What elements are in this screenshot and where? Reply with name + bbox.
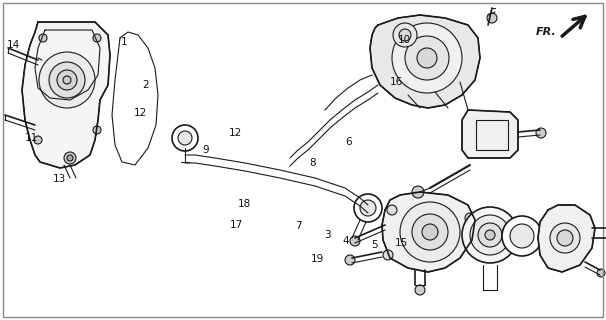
Circle shape	[393, 23, 417, 47]
Polygon shape	[462, 110, 518, 158]
Circle shape	[93, 126, 101, 134]
Circle shape	[536, 128, 546, 138]
Text: 11: 11	[25, 132, 38, 143]
Circle shape	[405, 36, 449, 80]
Circle shape	[34, 136, 42, 144]
Circle shape	[462, 207, 518, 263]
Text: 4: 4	[342, 236, 348, 246]
Circle shape	[172, 125, 198, 151]
Circle shape	[412, 214, 448, 250]
Circle shape	[178, 131, 192, 145]
Circle shape	[49, 62, 85, 98]
Circle shape	[415, 285, 425, 295]
Text: 9: 9	[203, 145, 209, 156]
Circle shape	[465, 213, 475, 223]
Text: 1: 1	[121, 36, 127, 47]
Text: 3: 3	[324, 230, 330, 240]
Text: 5: 5	[371, 240, 378, 250]
Polygon shape	[538, 205, 595, 272]
Text: 17: 17	[230, 220, 243, 230]
Text: 18: 18	[238, 199, 251, 209]
Text: 8: 8	[309, 158, 315, 168]
Text: 15: 15	[395, 238, 408, 248]
Circle shape	[354, 194, 382, 222]
Text: 12: 12	[228, 128, 242, 138]
Text: FR.: FR.	[536, 27, 557, 37]
Circle shape	[387, 205, 397, 215]
Circle shape	[400, 202, 460, 262]
Text: 16: 16	[390, 76, 403, 87]
Circle shape	[392, 23, 462, 93]
Text: 19: 19	[311, 254, 324, 264]
Circle shape	[64, 152, 76, 164]
Circle shape	[422, 224, 438, 240]
Text: 10: 10	[398, 35, 411, 45]
Circle shape	[417, 48, 437, 68]
Circle shape	[360, 200, 376, 216]
Text: 12: 12	[134, 108, 147, 118]
Circle shape	[57, 70, 77, 90]
Text: 2: 2	[142, 80, 148, 90]
Text: 14: 14	[7, 40, 20, 50]
Polygon shape	[382, 192, 475, 272]
Circle shape	[39, 52, 95, 108]
Circle shape	[350, 236, 360, 246]
Circle shape	[63, 76, 71, 84]
Circle shape	[412, 186, 424, 198]
Circle shape	[557, 230, 573, 246]
Circle shape	[550, 223, 580, 253]
Circle shape	[467, 243, 477, 253]
Circle shape	[487, 13, 497, 23]
Polygon shape	[370, 15, 480, 108]
Circle shape	[345, 255, 355, 265]
Circle shape	[470, 215, 510, 255]
Polygon shape	[22, 22, 110, 168]
Circle shape	[597, 269, 605, 277]
Circle shape	[67, 155, 73, 161]
Circle shape	[485, 230, 495, 240]
Circle shape	[399, 29, 411, 41]
Circle shape	[383, 250, 393, 260]
Circle shape	[478, 223, 502, 247]
Text: 13: 13	[53, 174, 66, 184]
Circle shape	[510, 224, 534, 248]
Circle shape	[39, 34, 47, 42]
Circle shape	[93, 34, 101, 42]
Text: 7: 7	[296, 220, 302, 231]
Text: 6: 6	[345, 137, 351, 148]
Circle shape	[502, 216, 542, 256]
